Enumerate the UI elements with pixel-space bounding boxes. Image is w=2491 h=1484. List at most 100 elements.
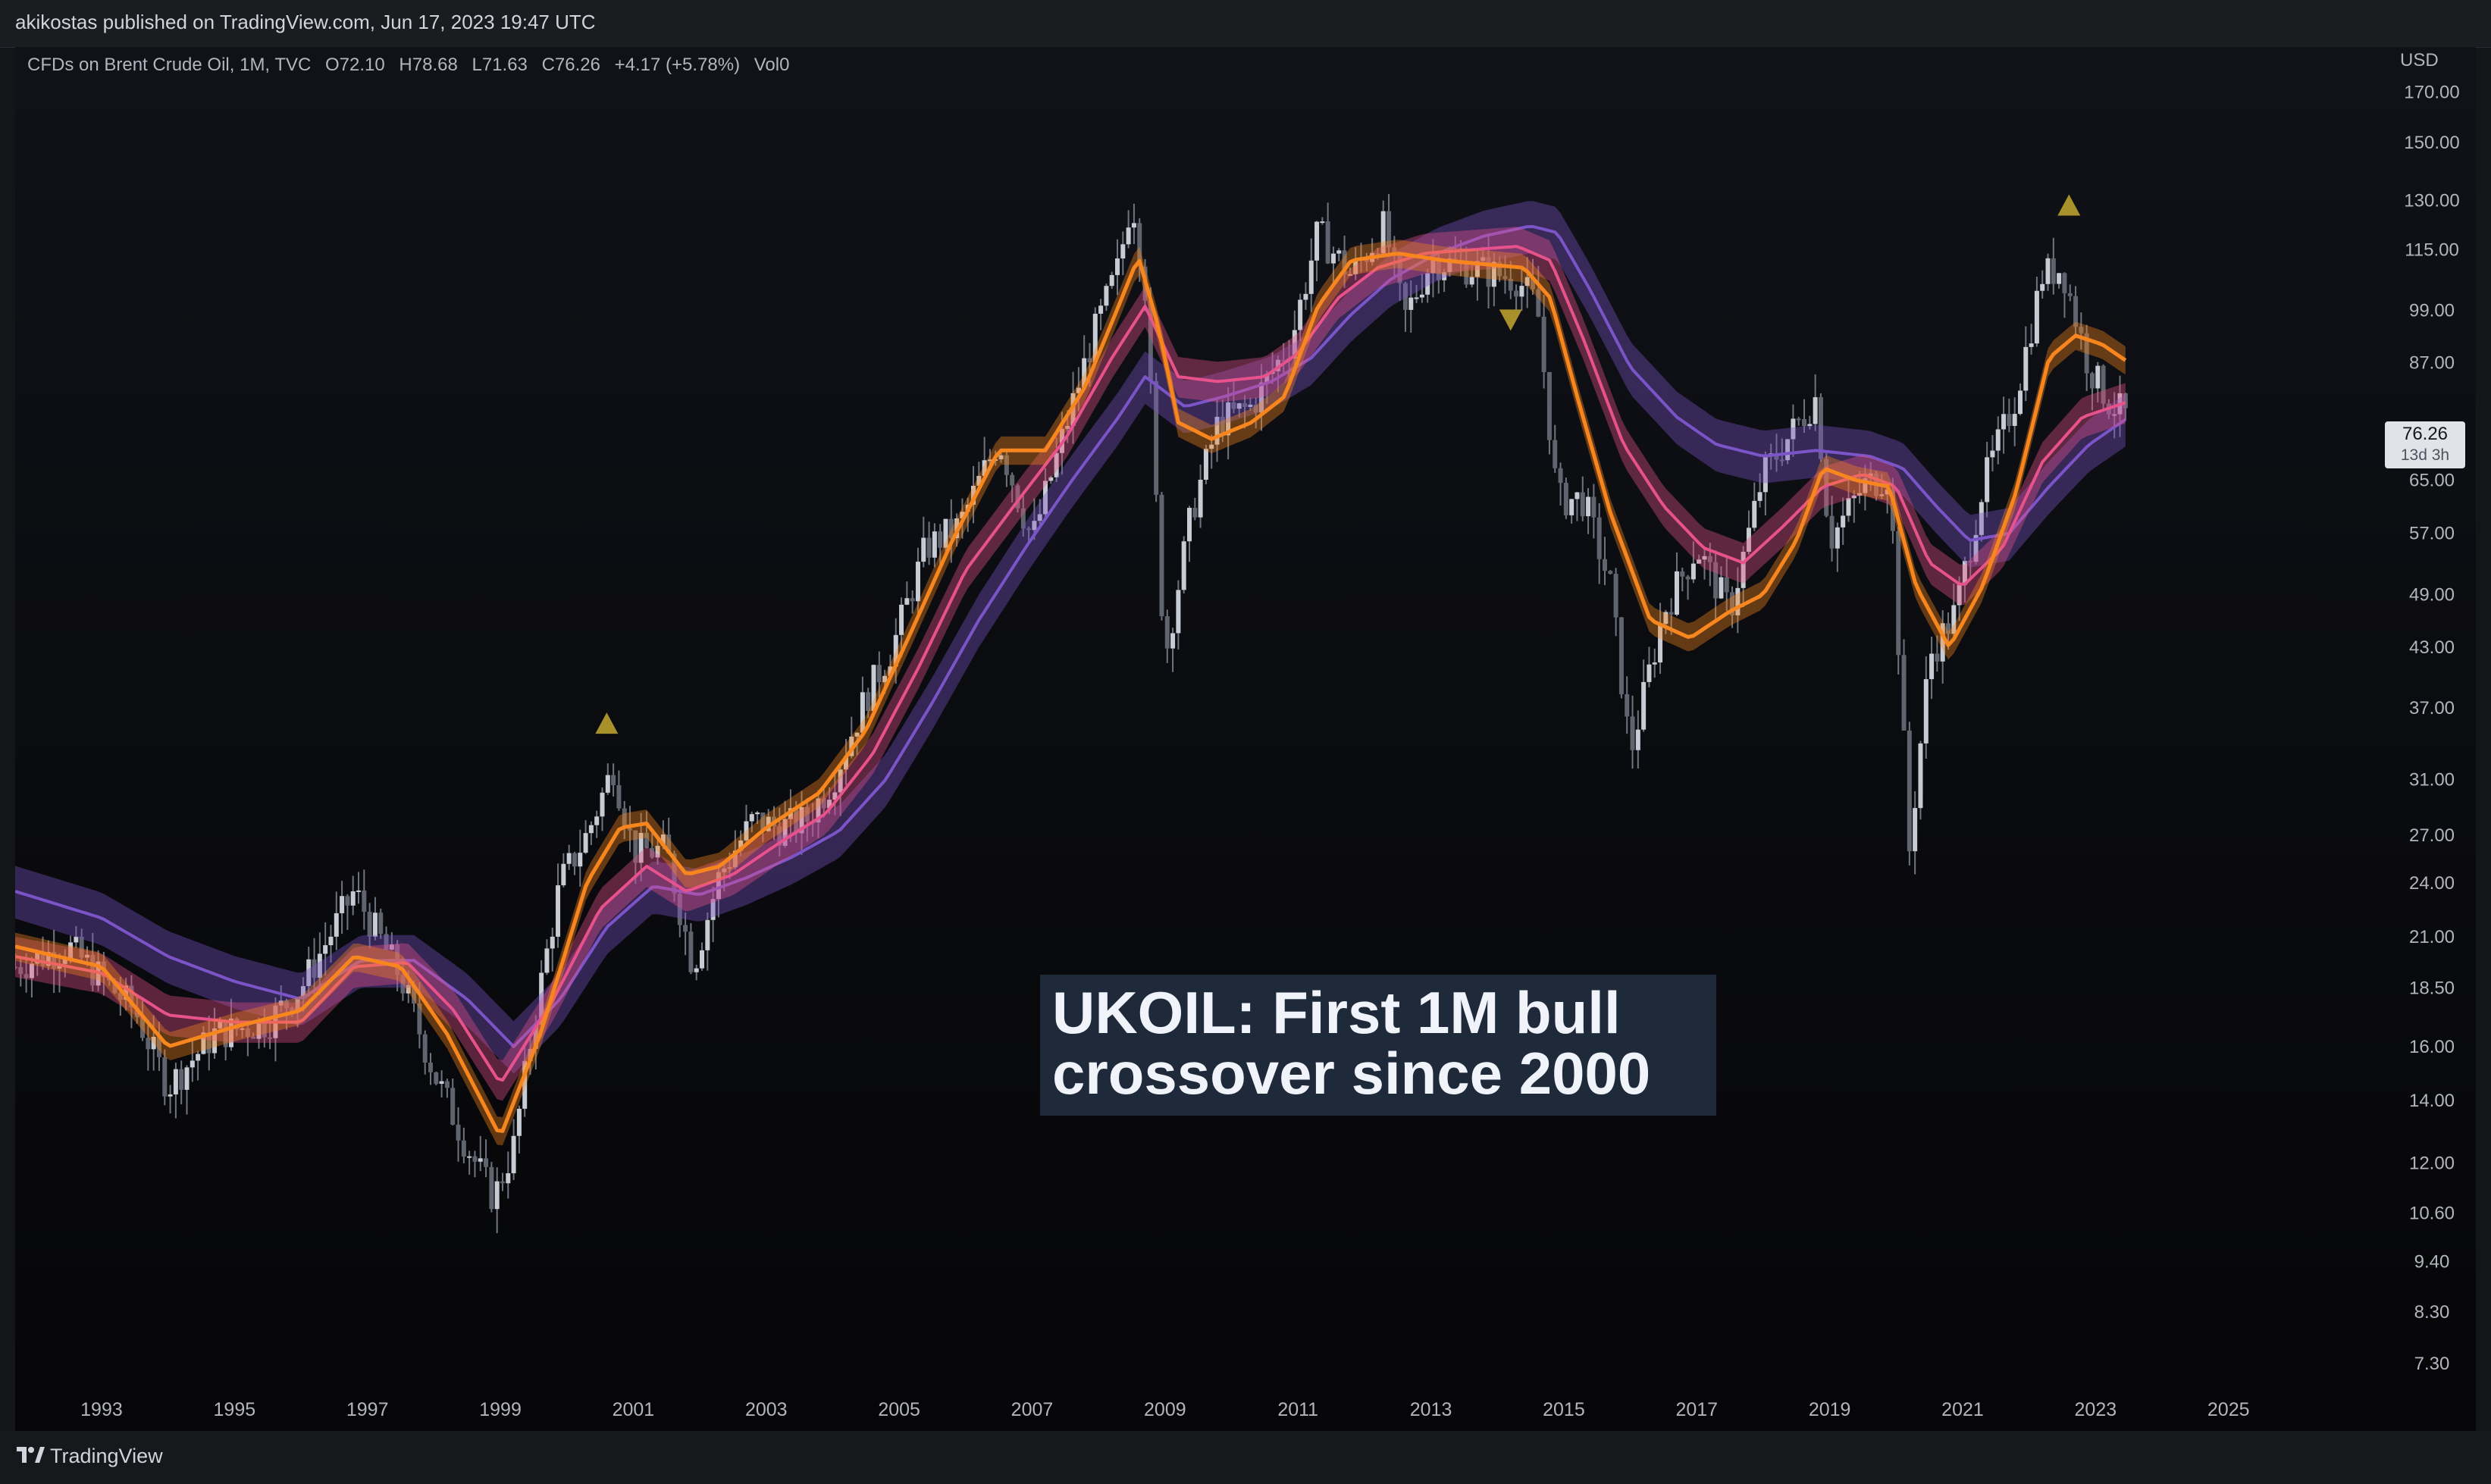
bull-signal-0	[595, 712, 619, 734]
candle-body	[340, 896, 345, 913]
candle-body	[666, 834, 672, 854]
x-tick-label: 2017	[1675, 1399, 1718, 1420]
candle-body	[434, 1072, 439, 1084]
last-price: 76.26	[2402, 424, 2449, 444]
x-tick-label: 1997	[346, 1399, 389, 1420]
candle-body	[151, 1036, 156, 1050]
candle-body	[278, 1000, 284, 1006]
x-tick-label: 2015	[1543, 1399, 1585, 1420]
candle-body	[1474, 261, 1480, 277]
candle-body	[1336, 250, 1342, 254]
candle-body	[494, 1181, 500, 1210]
legend-volume: Vol0	[754, 55, 790, 75]
y-tick-label: 12.00	[2409, 1153, 2455, 1173]
candle-body	[1148, 300, 1153, 381]
candle-body	[1879, 494, 1885, 496]
currency-label[interactable]: USD	[2400, 50, 2439, 70]
candle-body	[550, 936, 555, 949]
candle-body	[1635, 729, 1640, 750]
candle-body	[240, 1028, 245, 1030]
candle-body	[2007, 414, 2012, 426]
candle-body	[1762, 456, 1768, 493]
candle-body	[1890, 490, 1895, 531]
candle-body	[317, 953, 322, 978]
candle-body	[1115, 258, 1120, 275]
annotation-box[interactable]: UKOIL: First 1M bull crossover since 200…	[1040, 975, 1716, 1116]
candle-body	[827, 800, 832, 809]
candle-body	[1851, 495, 1856, 499]
candle-body	[672, 853, 677, 894]
candle-body	[1032, 521, 1037, 531]
y-tick-label: 14.00	[2409, 1091, 2455, 1111]
candle-body	[367, 911, 372, 937]
candle-body	[1702, 556, 1707, 560]
candle-body	[710, 899, 716, 920]
candle-body	[467, 1156, 472, 1158]
published-info: akikostas published on TradingView.com, …	[15, 11, 596, 33]
candle-body	[1774, 453, 1779, 460]
candle-body	[1092, 313, 1098, 362]
candle-body	[1347, 274, 1352, 276]
candle-body	[1957, 584, 1962, 606]
candle-body	[1442, 272, 1447, 280]
candle-body	[1065, 425, 1070, 429]
candle-body	[755, 812, 760, 815]
candle-body	[2084, 333, 2089, 374]
candle-body	[1236, 403, 1242, 409]
candle-body	[439, 1081, 444, 1084]
candle-body	[1785, 439, 1791, 461]
candle-body	[998, 455, 1004, 459]
candle-body	[832, 792, 838, 800]
candle-body	[866, 692, 871, 711]
ma-line-mid	[15, 245, 2126, 1082]
candle-body	[1802, 418, 1807, 427]
candle-body	[932, 531, 937, 558]
candle-body	[489, 1166, 494, 1210]
candle-body	[384, 934, 389, 950]
candle-body	[677, 894, 682, 925]
y-tick-label: 31.00	[2409, 769, 2455, 790]
y-tick-label: 49.00	[2409, 584, 2455, 605]
candle-body	[1364, 258, 1369, 262]
candle-body	[18, 966, 24, 975]
candle-body	[1226, 402, 1231, 436]
candle-body	[2062, 273, 2067, 293]
candle-body	[1685, 576, 1690, 580]
candle-body	[323, 945, 328, 954]
candle-body	[1625, 693, 1630, 717]
y-axis[interactable]: 7.30 8.30 9.40 10.60 12.00 14.00 16.00 18.50 21.…	[2404, 82, 2459, 1374]
candle-body	[1436, 260, 1441, 280]
candle-body	[306, 959, 312, 987]
candle-body	[782, 819, 788, 846]
y-tick-label: 9.40	[2414, 1251, 2450, 1272]
candle-body	[556, 885, 561, 937]
x-axis[interactable]: 1993 1995 1997 1999 2001 2003 2005 2007 2009 2011…	[80, 1399, 2249, 1420]
candle-body	[799, 807, 804, 834]
candle-body	[1857, 493, 1863, 496]
candle-body	[655, 845, 660, 858]
candle-body	[716, 872, 721, 900]
candle-body	[1647, 664, 1652, 682]
candle-body	[1154, 380, 1159, 495]
candle-body	[561, 863, 566, 886]
y-tick-label: 99.00	[2409, 300, 2455, 321]
tradingview-logo-icon[interactable]	[15, 1445, 45, 1464]
candle-body	[1563, 483, 1568, 515]
symbol-legend[interactable]: CFDs on Brent Crude Oil, 1M, TVC O72.10 …	[27, 55, 798, 76]
candle-body	[472, 1156, 478, 1162]
candle-body	[1137, 223, 1142, 267]
candle-body	[1668, 612, 1674, 615]
candle-body	[1342, 250, 1347, 275]
candle-body	[1514, 290, 1519, 297]
candle-body	[1935, 653, 1940, 662]
candle-body	[1918, 743, 1923, 809]
candle-body	[312, 959, 317, 978]
tradingview-brand[interactable]: TradingView	[50, 1445, 163, 1467]
candle-body	[168, 1094, 173, 1097]
candle-body	[1990, 450, 1995, 458]
ma-line-slow	[15, 224, 2126, 1048]
candle-body	[140, 1017, 146, 1038]
x-tick-label: 2019	[1809, 1399, 1851, 1420]
candle-body	[1447, 258, 1452, 273]
candle-body	[1741, 551, 1746, 588]
